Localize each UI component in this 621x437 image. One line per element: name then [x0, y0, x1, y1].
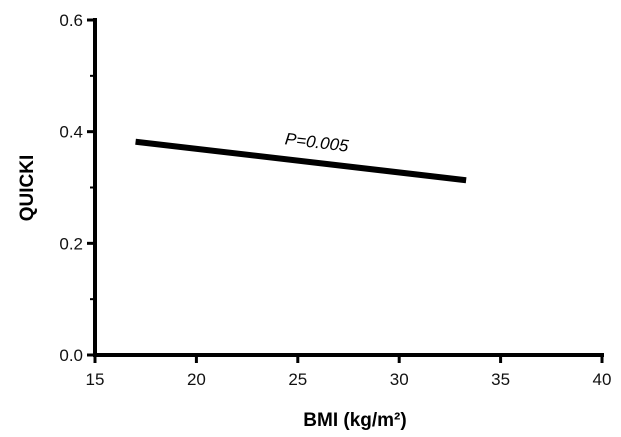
x-axis: 15 20 25 30 35 40 [86, 353, 612, 389]
y-axis: 0.0 0.2 0.4 0.6 [59, 11, 97, 365]
x-tick-label: 35 [491, 370, 510, 389]
x-tick-label: 15 [86, 370, 105, 389]
x-tick-label: 25 [288, 370, 307, 389]
x-tick-label: 30 [390, 370, 409, 389]
y-tick-label: 0.4 [59, 123, 83, 142]
y-tick-label: 0.2 [59, 234, 83, 253]
x-axis-title: BMI (kg/m²) [303, 410, 406, 431]
y-tick-label: 0.0 [59, 346, 83, 365]
x-tick-label: 20 [187, 370, 206, 389]
regression-line [135, 138, 467, 184]
x-tick-label: 40 [593, 370, 612, 389]
series [135, 138, 467, 184]
y-tick-label: 0.6 [59, 11, 83, 30]
y-axis-title: QUICKI [17, 155, 38, 222]
p-value-annotation: P=0.005 [284, 129, 350, 155]
